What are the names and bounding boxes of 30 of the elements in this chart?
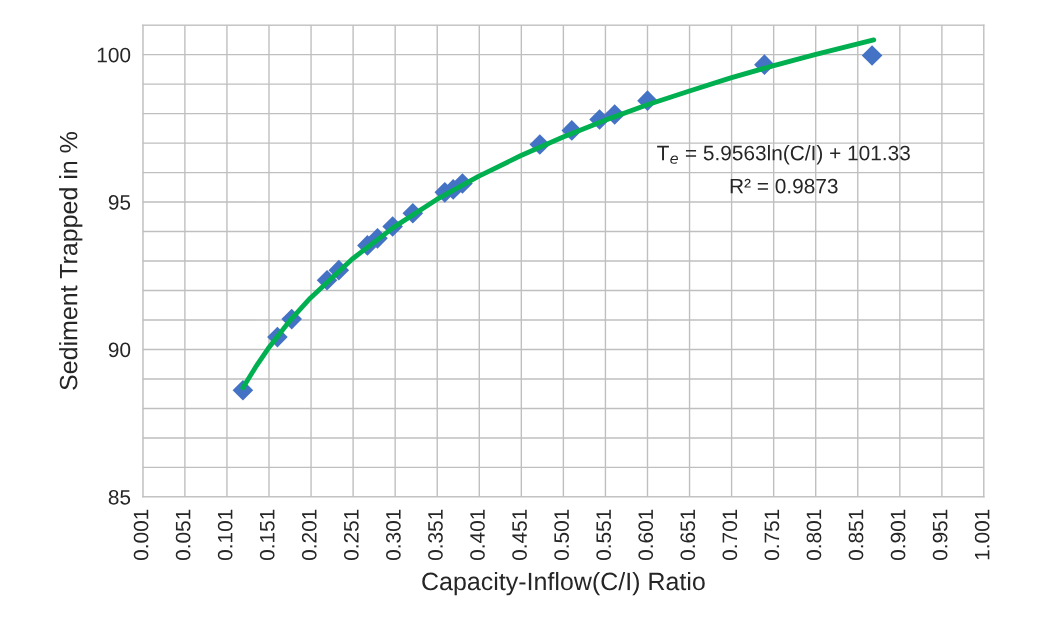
x-tick-label: 0.701 xyxy=(722,509,738,561)
x-tick-label: 0.601 xyxy=(638,509,654,561)
y-tick-label: 95 xyxy=(108,195,131,210)
x-tick-label: 0.051 xyxy=(175,509,191,561)
x-tick-label: 0.351 xyxy=(428,509,443,561)
x-tick-label: 1.001 xyxy=(974,509,990,560)
x-tick-label: 0.551 xyxy=(596,509,612,561)
x-tick-label: 0.451 xyxy=(512,509,527,561)
x-tick-label: 0.951 xyxy=(932,509,948,561)
y-tick-label: 100 xyxy=(97,47,131,63)
x-tick-label: 0.501 xyxy=(554,509,569,561)
y-tick-label: 90 xyxy=(108,342,131,358)
x-tick-label: 0.801 xyxy=(806,509,822,561)
x-axis-title: Capacity-Inflow(C/I) Ratio xyxy=(422,571,705,596)
x-tick-label: 0.251 xyxy=(343,509,359,561)
x-tick-label: 0.901 xyxy=(890,509,906,561)
x-tick-label: 0.401 xyxy=(470,509,485,561)
annotation: R² = 0.9873 xyxy=(730,178,838,194)
x-tick-label: 0.001 xyxy=(133,509,149,561)
x-tick-label: 0.151 xyxy=(259,509,275,561)
x-tick-label: 0.651 xyxy=(680,509,696,561)
annotation: T$_{e}$ = 5.9563ln(C/I) + 101.33 xyxy=(657,145,910,165)
y-tick-label: 85 xyxy=(108,489,131,505)
point xyxy=(861,45,883,66)
x-tick-label: 0.101 xyxy=(217,509,233,561)
y-axis-title: Sediment Trapped in % xyxy=(59,131,83,390)
x-tick-label: 0.201 xyxy=(301,509,317,561)
x-tick-label: 0.751 xyxy=(764,509,780,561)
x-tick-label: 0.301 xyxy=(386,509,401,561)
x-tick-label: 0.851 xyxy=(848,509,864,561)
